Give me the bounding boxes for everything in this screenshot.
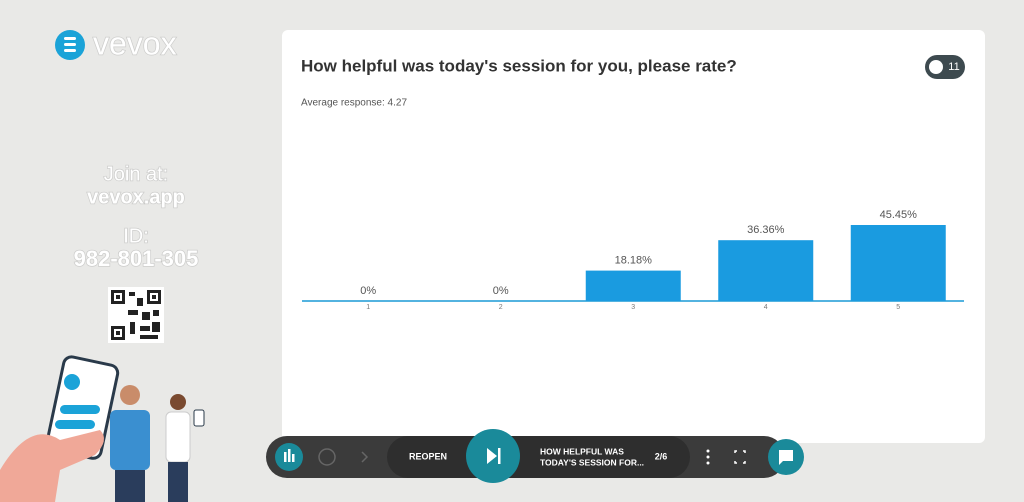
value-label: 18.18% bbox=[615, 255, 653, 267]
value-label: 0% bbox=[493, 285, 509, 297]
bar bbox=[585, 270, 681, 301]
join-url: vevox.app bbox=[87, 186, 185, 208]
bar bbox=[718, 240, 814, 301]
qr-code bbox=[108, 287, 164, 343]
reopen-button[interactable]: REOPEN bbox=[409, 451, 447, 461]
session-id: 982-801-305 bbox=[74, 246, 199, 271]
average-response: Average response: 4.27 bbox=[301, 98, 407, 109]
chart-title: How helpful was today's session for you,… bbox=[301, 56, 737, 75]
participants-count: 11 bbox=[948, 61, 959, 73]
x-tick-label: 1 bbox=[366, 304, 370, 311]
illustration bbox=[0, 355, 205, 502]
value-label: 45.45% bbox=[880, 209, 918, 221]
x-tick-label: 5 bbox=[896, 304, 900, 311]
question-bar bbox=[387, 436, 690, 478]
logo-text: vevox bbox=[93, 25, 177, 61]
x-tick-label: 2 bbox=[499, 304, 503, 311]
x-tick-label: 4 bbox=[764, 304, 768, 311]
question-line: TODAY'S SESSION FOR... bbox=[540, 457, 644, 467]
question-line: HOW HELPFUL WAS bbox=[540, 446, 624, 456]
fullscreen-button[interactable] bbox=[734, 450, 746, 464]
card bbox=[282, 30, 985, 443]
next-disabled bbox=[361, 451, 369, 463]
value-label: 0% bbox=[360, 285, 376, 297]
id-label: ID: bbox=[123, 225, 149, 247]
question-position: 2/6 bbox=[655, 451, 668, 461]
participants-icon bbox=[929, 60, 943, 74]
bar bbox=[850, 225, 946, 301]
x-tick-label: 3 bbox=[631, 304, 635, 311]
menu-button[interactable] bbox=[706, 449, 710, 465]
value-label: 36.36% bbox=[747, 224, 785, 236]
join-label: Join at: bbox=[104, 163, 168, 185]
timer-button[interactable] bbox=[318, 448, 336, 466]
logo bbox=[55, 30, 85, 60]
